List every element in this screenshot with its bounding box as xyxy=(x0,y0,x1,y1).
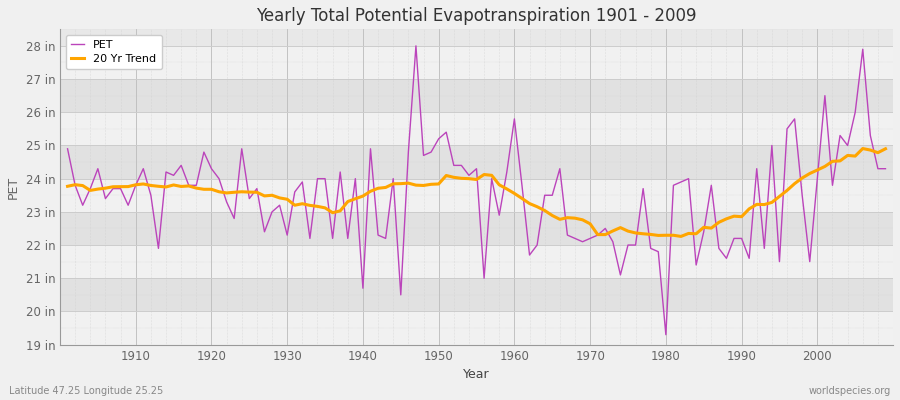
Y-axis label: PET: PET xyxy=(7,175,20,198)
Bar xyxy=(60,245,893,278)
PET xyxy=(62,146,73,151)
Text: worldspecies.org: worldspecies.org xyxy=(809,386,891,396)
Title: Yearly Total Potential Evapotranspiration 1901 - 2009: Yearly Total Potential Evapotranspiratio… xyxy=(256,7,697,25)
20 Yr Trend xyxy=(509,191,520,196)
Bar xyxy=(60,179,893,212)
20 Yr Trend xyxy=(501,186,512,191)
20 Yr Trend xyxy=(122,184,133,189)
Bar xyxy=(60,278,893,312)
PET xyxy=(517,183,527,188)
PET xyxy=(608,239,618,244)
PET xyxy=(410,44,421,48)
20 Yr Trend xyxy=(676,234,687,239)
PET xyxy=(509,116,520,121)
Bar xyxy=(60,46,893,79)
PET xyxy=(122,203,133,208)
20 Yr Trend xyxy=(62,184,73,189)
20 Yr Trend xyxy=(880,146,891,151)
Bar xyxy=(60,112,893,146)
PET xyxy=(335,170,346,174)
Bar xyxy=(60,79,893,112)
PET xyxy=(661,332,671,337)
PET xyxy=(880,166,891,171)
Line: PET: PET xyxy=(68,46,886,335)
20 Yr Trend xyxy=(335,208,346,213)
Bar xyxy=(60,146,893,179)
PET xyxy=(290,190,301,194)
Bar xyxy=(60,312,893,345)
Bar xyxy=(60,212,893,245)
20 Yr Trend xyxy=(858,146,868,151)
20 Yr Trend xyxy=(600,232,611,237)
Text: Latitude 47.25 Longitude 25.25: Latitude 47.25 Longitude 25.25 xyxy=(9,386,163,396)
20 Yr Trend xyxy=(290,203,301,208)
X-axis label: Year: Year xyxy=(464,368,490,381)
Line: 20 Yr Trend: 20 Yr Trend xyxy=(68,148,886,236)
Legend: PET, 20 Yr Trend: PET, 20 Yr Trend xyxy=(66,35,162,70)
